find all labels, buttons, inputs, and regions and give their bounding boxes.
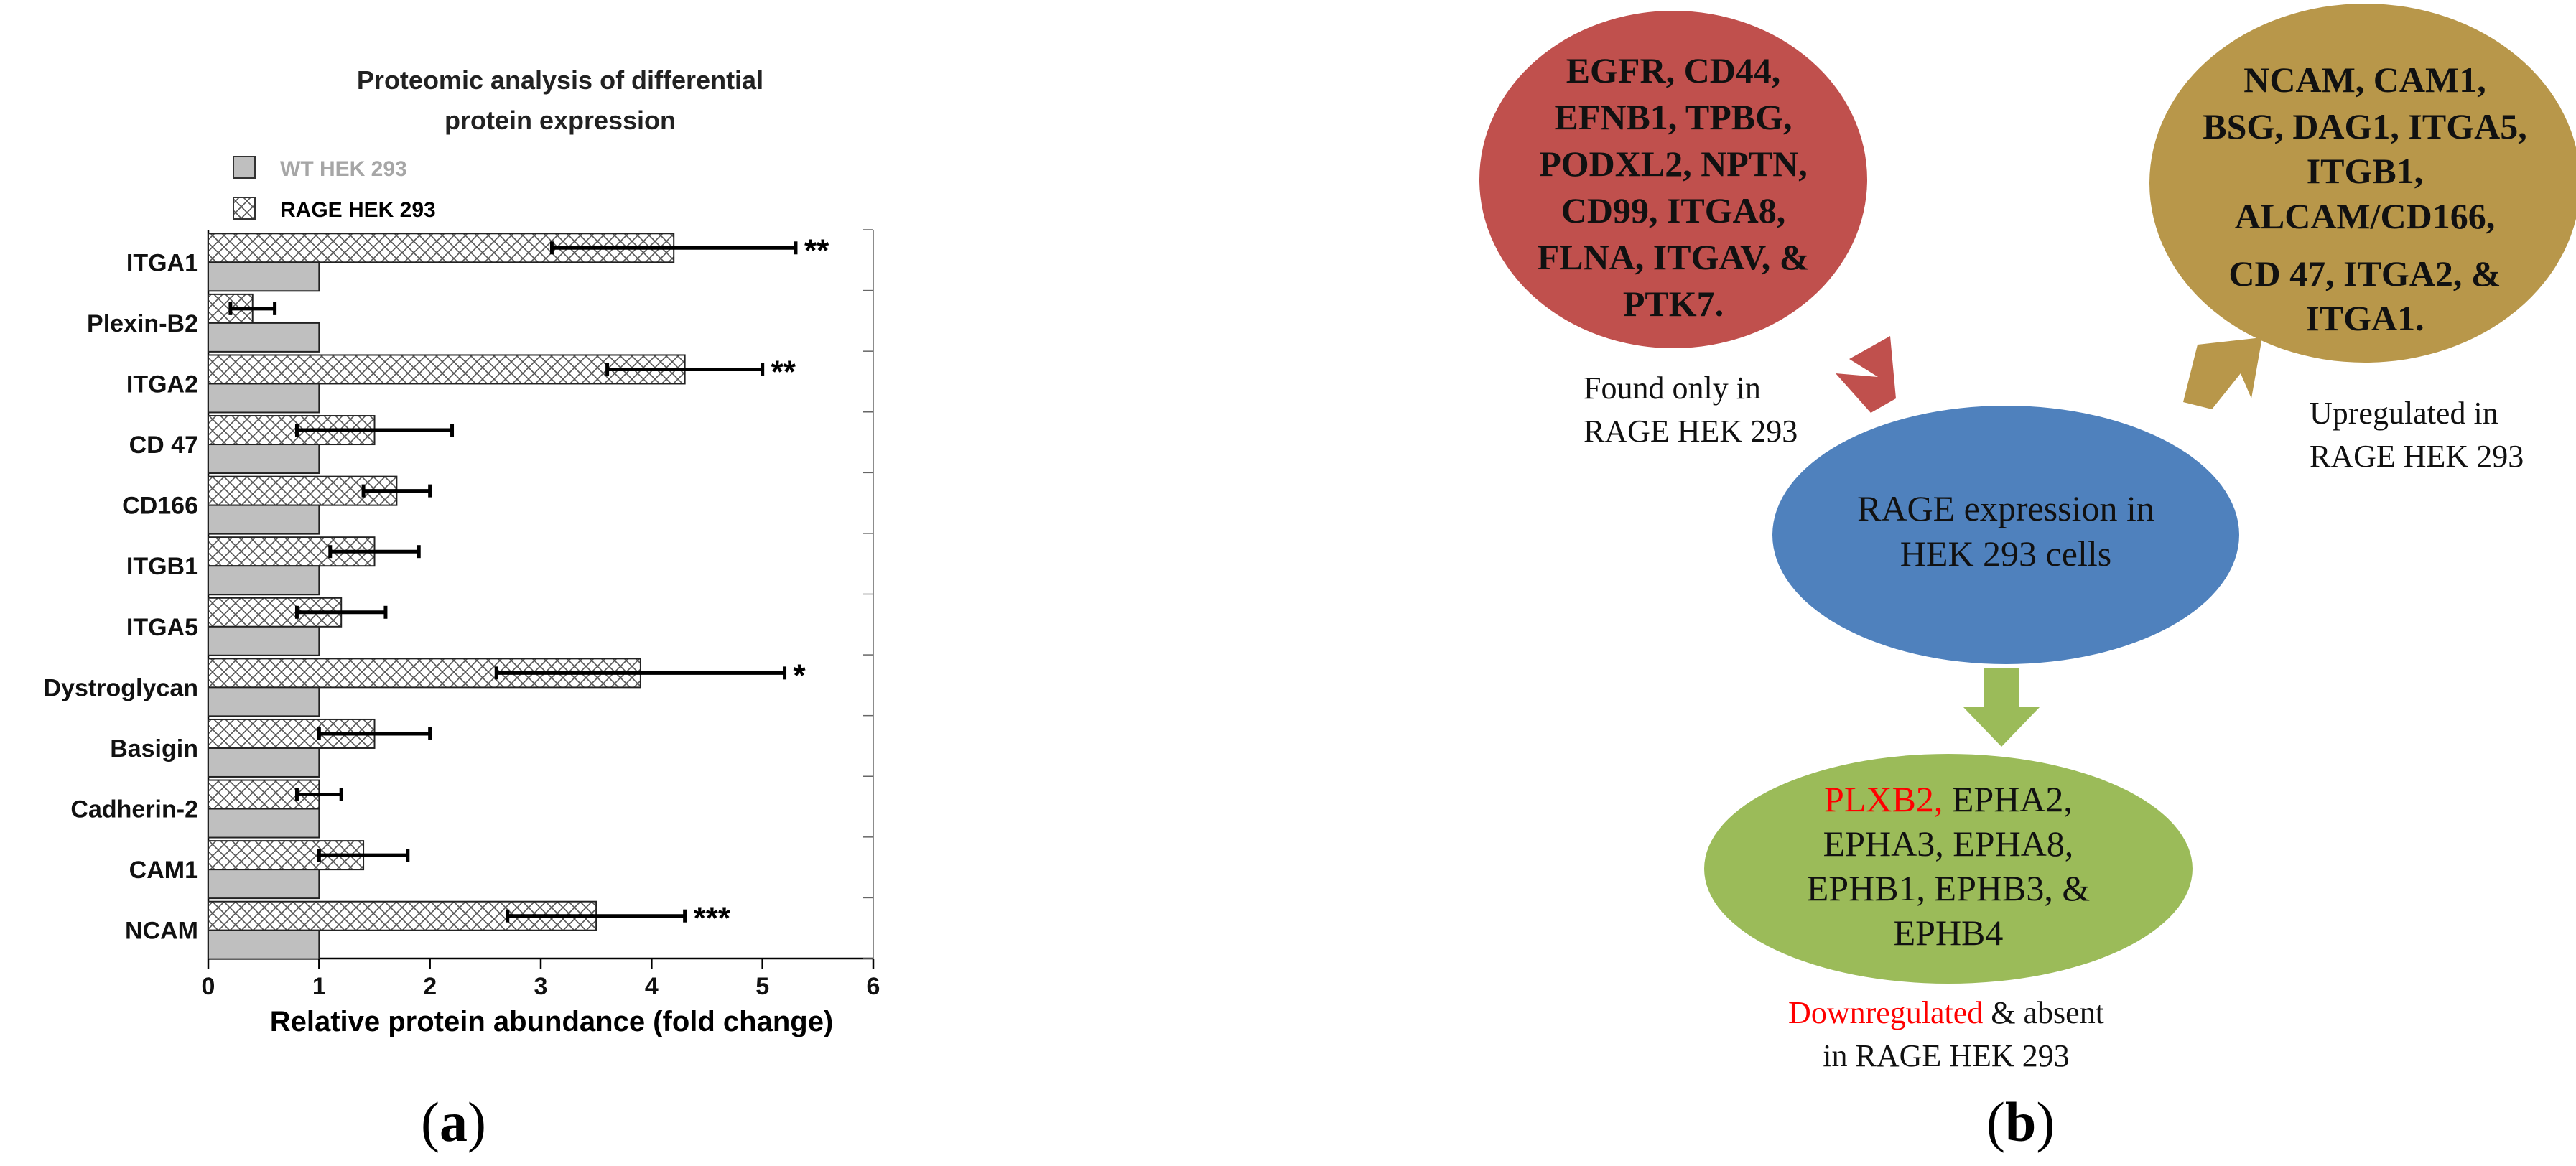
x-tick-label-6: 6 xyxy=(867,973,880,1000)
upregulated-line-3: ITGB1, xyxy=(2307,151,2424,191)
category-label-basigin: Basigin xyxy=(110,735,198,762)
bar-wt-ncam xyxy=(208,929,320,960)
panel-b-close-paren: ) xyxy=(2036,1091,2055,1153)
legend-swatch-wt xyxy=(233,156,256,179)
found-only-caption-2: RAGE HEK 293 xyxy=(1584,414,1798,449)
found-only-caption-1: Found only in xyxy=(1584,370,1761,406)
x-tick-label-5: 5 xyxy=(755,973,769,1000)
panel-label-a: (a) xyxy=(421,1090,486,1155)
found-only-line-1: EGFR, CD44, xyxy=(1566,50,1781,90)
downregulated-caption-rest: & absent xyxy=(1983,995,2104,1030)
panel-a-open-paren: ( xyxy=(421,1091,440,1153)
downregulated-line-3: EPHB1, EPHB3, & xyxy=(1807,868,2091,908)
upregulated-ellipse xyxy=(2149,4,2576,363)
bar-wt-plexin-b2 xyxy=(208,322,320,353)
x-tick-label-1: 1 xyxy=(312,973,326,1000)
x-axis-label: Relative protein abundance (fold change) xyxy=(270,1006,834,1037)
legend-swatch-rage xyxy=(233,197,256,220)
legend-label-wt: WT HEK 293 xyxy=(280,157,407,181)
downregulated-line-1-rest: EPHA2, xyxy=(1943,779,2073,819)
upregulated-line-4: ALCAM/CD166, xyxy=(2235,196,2495,236)
downregulated-line-1: PLXB2, EPHA2, xyxy=(1824,779,2073,819)
bar-wt-cadherin-2 xyxy=(208,808,320,839)
downregulated-line-2: EPHA3, EPHA8, xyxy=(1823,824,2074,864)
bar-wt-dystroglycan xyxy=(208,686,320,717)
panel-a-close-paren: ) xyxy=(467,1091,486,1153)
significance-ncam: *** xyxy=(694,901,731,936)
panel-a-letter: a xyxy=(439,1091,468,1153)
x-tick-label-0: 0 xyxy=(202,973,215,1000)
category-label-plexin-b2: Plexin-B2 xyxy=(87,310,198,337)
downregulated-ellipse xyxy=(1704,754,2193,984)
rage-diagram: EGFR, CD44, EFNB1, TPBG, PODXL2, NPTN, C… xyxy=(1479,4,2576,1073)
x-tick-label-4: 4 xyxy=(645,973,659,1000)
upregulated-caption-2: RAGE HEK 293 xyxy=(2310,439,2524,474)
center-line-2: HEK 293 cells xyxy=(1900,533,2111,574)
center-ellipse xyxy=(1772,406,2239,664)
arrow-to-upregulated xyxy=(2183,337,2262,409)
category-label-itga1: ITGA1 xyxy=(126,249,198,276)
category-label-cam1: CAM1 xyxy=(129,857,198,884)
bar-wt-cd166 xyxy=(208,504,320,535)
bar-wt-itgb1 xyxy=(208,565,320,596)
category-label-dystroglycan: Dystroglycan xyxy=(44,674,198,701)
category-label-itgb1: ITGB1 xyxy=(126,553,198,580)
upregulated-line-1: NCAM, CAM1, xyxy=(2243,60,2486,100)
x-tick-label-3: 3 xyxy=(534,973,548,1000)
found-only-line-3: PODXL2, NPTN, xyxy=(1539,144,1808,184)
downregulated-red-word: Downregulated xyxy=(1788,995,1983,1030)
center-line-1: RAGE expression in xyxy=(1857,488,2154,528)
arrow-to-found-only xyxy=(1836,336,1896,413)
bar-wt-itga2 xyxy=(208,383,320,414)
bar-rage-itga2 xyxy=(208,354,686,385)
legend-label-rage: RAGE HEK 293 xyxy=(280,198,436,222)
category-label-itga5: ITGA5 xyxy=(126,614,198,641)
chart-title-line-1: Proteomic analysis of differential xyxy=(357,65,763,95)
significance-itga2: ** xyxy=(771,354,796,389)
category-label-cadherin-2: Cadherin-2 xyxy=(70,796,198,824)
bar-wt-cam1 xyxy=(208,869,320,900)
bar-wt-basigin xyxy=(208,747,320,778)
category-label-ncam: NCAM xyxy=(125,918,198,945)
upregulated-line-2: BSG, DAG1, ITGA5, xyxy=(2203,106,2526,146)
significance-dystroglycan: * xyxy=(794,658,806,693)
downregulated-caption-1: Downregulated & absent xyxy=(1788,995,2104,1030)
chart-legend: WT HEK 293 RAGE HEK 293 xyxy=(233,156,436,222)
category-label-itga2: ITGA2 xyxy=(126,370,198,398)
bar-wt-cd-47 xyxy=(208,444,320,475)
found-only-line-6: PTK7. xyxy=(1623,284,1724,324)
panel-label-b: (b) xyxy=(1986,1090,2055,1155)
found-only-line-5: FLNA, ITGAV, & xyxy=(1538,237,1810,277)
panel-b-open-paren: ( xyxy=(1986,1091,2005,1153)
bar-wt-itga1 xyxy=(208,261,320,292)
category-label-cd-47: CD 47 xyxy=(129,432,198,459)
downregulated-line-4: EPHB4 xyxy=(1894,913,2004,953)
bar-wt-itga5 xyxy=(208,625,320,656)
significance-itga1: ** xyxy=(804,233,829,268)
upregulated-caption-1: Upregulated in xyxy=(2310,396,2498,431)
found-only-line-4: CD99, ITGA8, xyxy=(1561,190,1786,230)
found-only-ellipse xyxy=(1479,11,1867,348)
arrow-to-downregulated xyxy=(1963,668,2040,747)
panel-b-letter: b xyxy=(2004,1091,2037,1153)
downregulated-caption-2: in RAGE HEK 293 xyxy=(1823,1038,2069,1073)
plxb2-red-text: PLXB2, xyxy=(1824,779,1943,819)
bar-chart: Proteomic analysis of differential prote… xyxy=(44,65,880,1037)
chart-title-line-2: protein expression xyxy=(445,106,676,135)
found-only-line-2: EFNB1, TPBG, xyxy=(1554,97,1792,137)
category-label-cd166: CD166 xyxy=(122,493,198,520)
upregulated-line-5: CD 47, ITGA2, & xyxy=(2228,253,2501,294)
x-tick-label-2: 2 xyxy=(423,973,437,1000)
upregulated-line-6: ITGA1. xyxy=(2305,298,2424,338)
